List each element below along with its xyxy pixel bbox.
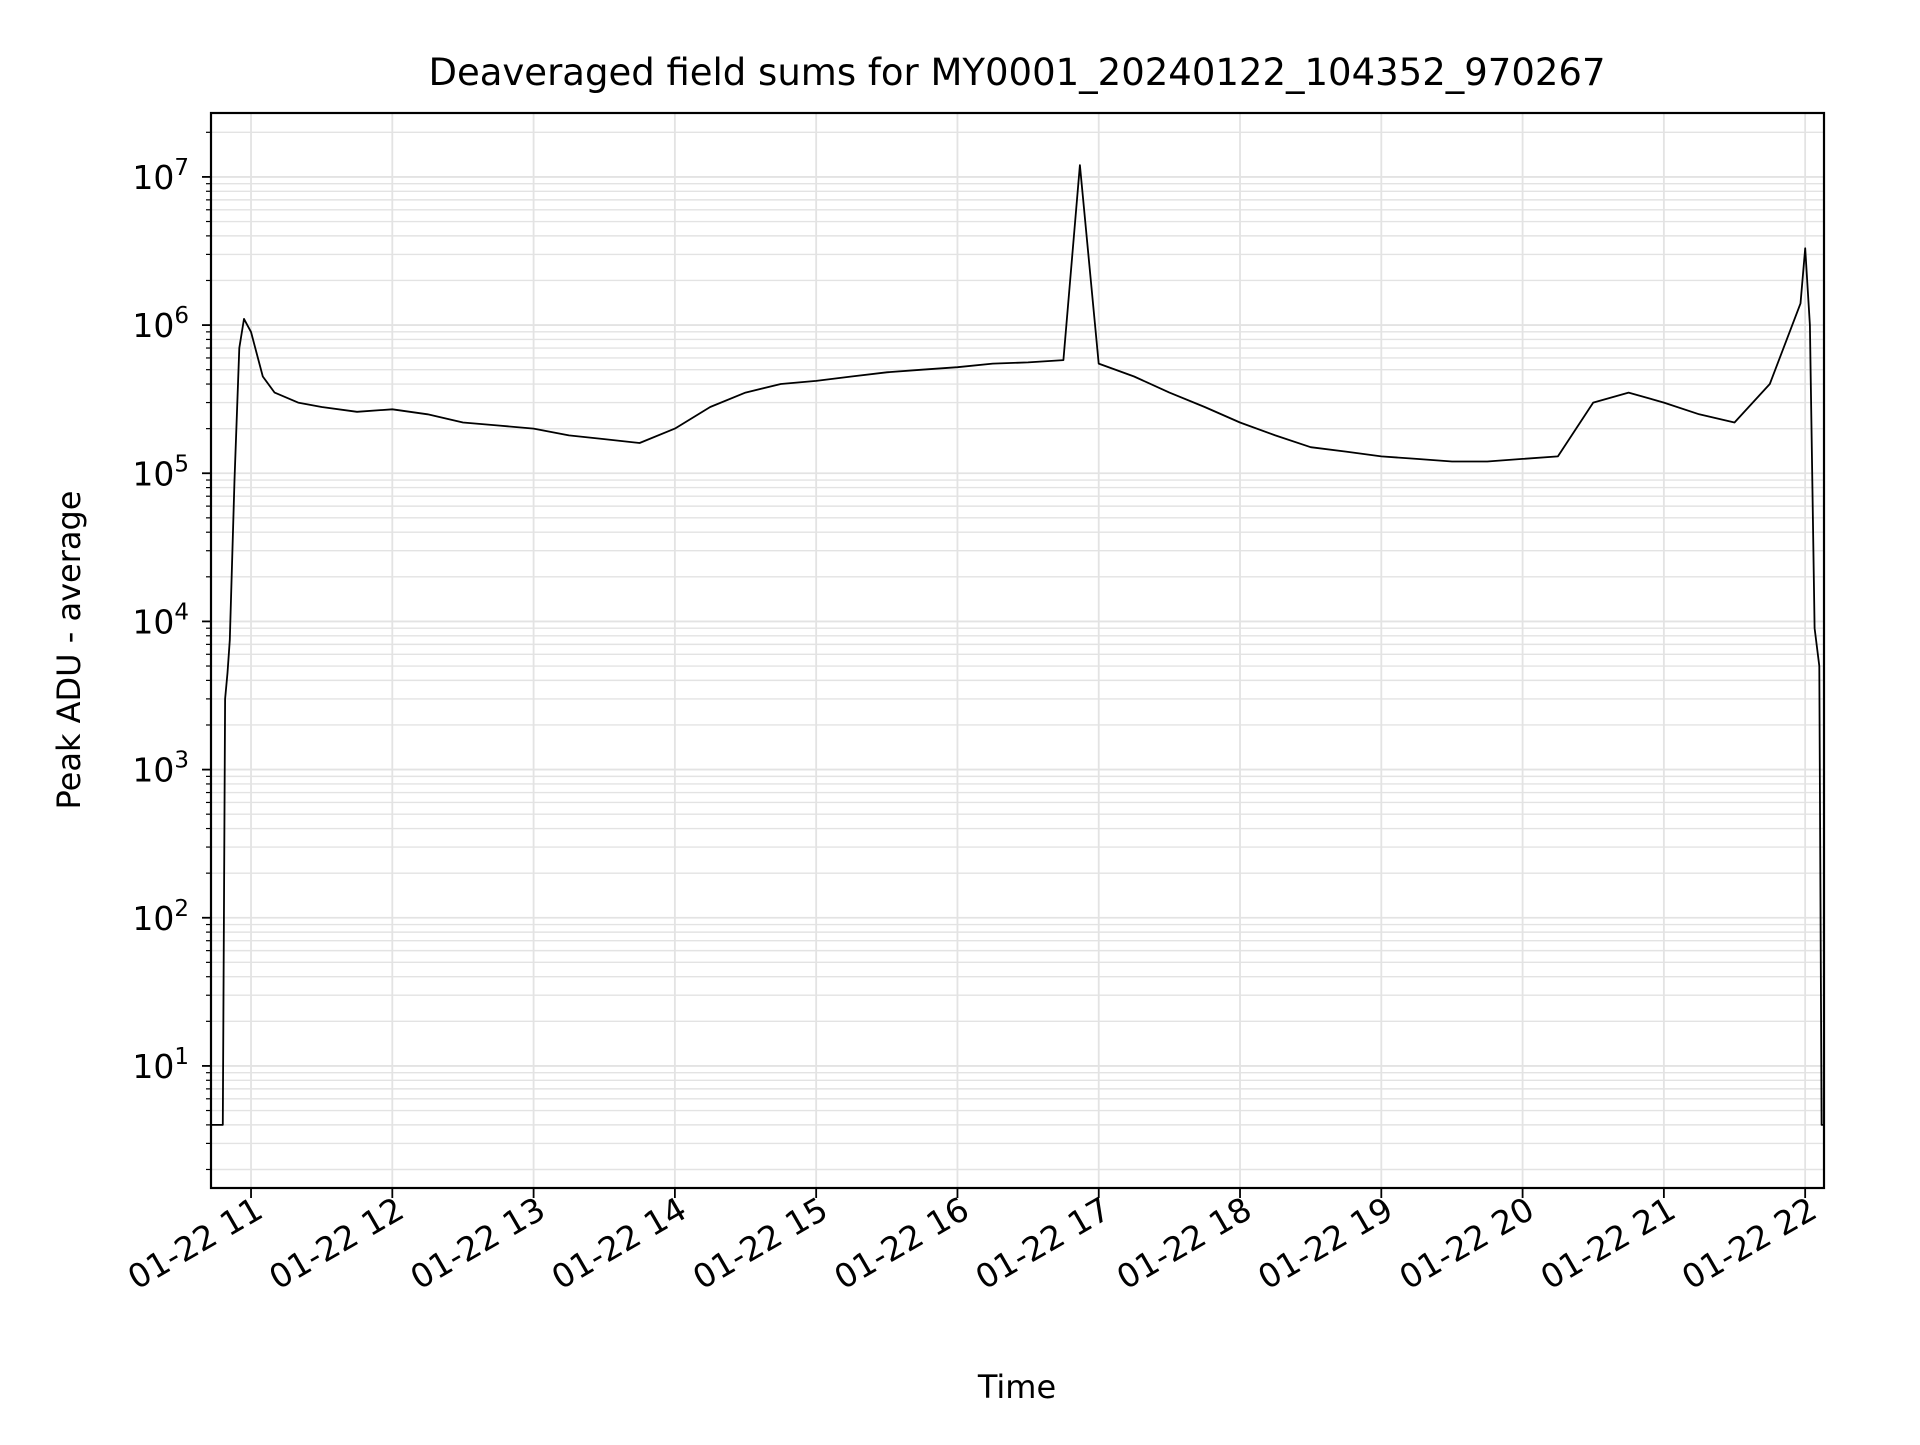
y-tick-label: 107: [132, 155, 189, 197]
y-tick-label: 106: [132, 303, 189, 345]
x-tick-label: 01-22 21: [1534, 1189, 1682, 1297]
x-tick-label: 01-22 15: [686, 1189, 834, 1297]
y-tick-label: 104: [132, 599, 189, 641]
series-layer: [211, 164, 1824, 1126]
series-line-0: [211, 164, 1824, 1126]
y-tick-label: 105: [132, 451, 189, 493]
x-tick-label: 01-22 19: [1251, 1189, 1399, 1297]
y-tick-label: 101: [132, 1044, 189, 1086]
x-tick-label: 01-22 17: [969, 1189, 1117, 1297]
chart-title: Deaveraged field sums for MY0001_2024012…: [428, 51, 1605, 94]
x-tick-label: 01-22 16: [827, 1189, 975, 1297]
x-tick-label: 01-22 11: [121, 1189, 269, 1297]
x-tick-label: 01-22 13: [404, 1189, 552, 1297]
y-tick-label: 102: [132, 896, 189, 938]
x-tick-label: 01-22 14: [545, 1189, 693, 1297]
y-tick-label: 103: [132, 748, 189, 790]
x-tick-label: 01-22 20: [1393, 1189, 1541, 1297]
x-tick-label: 01-22 22: [1675, 1189, 1823, 1297]
x-tick-label: 01-22 12: [262, 1189, 410, 1297]
x-tick-label: 01-22 18: [1110, 1189, 1258, 1297]
grid-layer: [211, 113, 1824, 1188]
y-axis-label: Peak ADU - average: [50, 491, 88, 810]
plot-frame: [209, 111, 1826, 1190]
x-axis-label: Time: [977, 1368, 1056, 1406]
